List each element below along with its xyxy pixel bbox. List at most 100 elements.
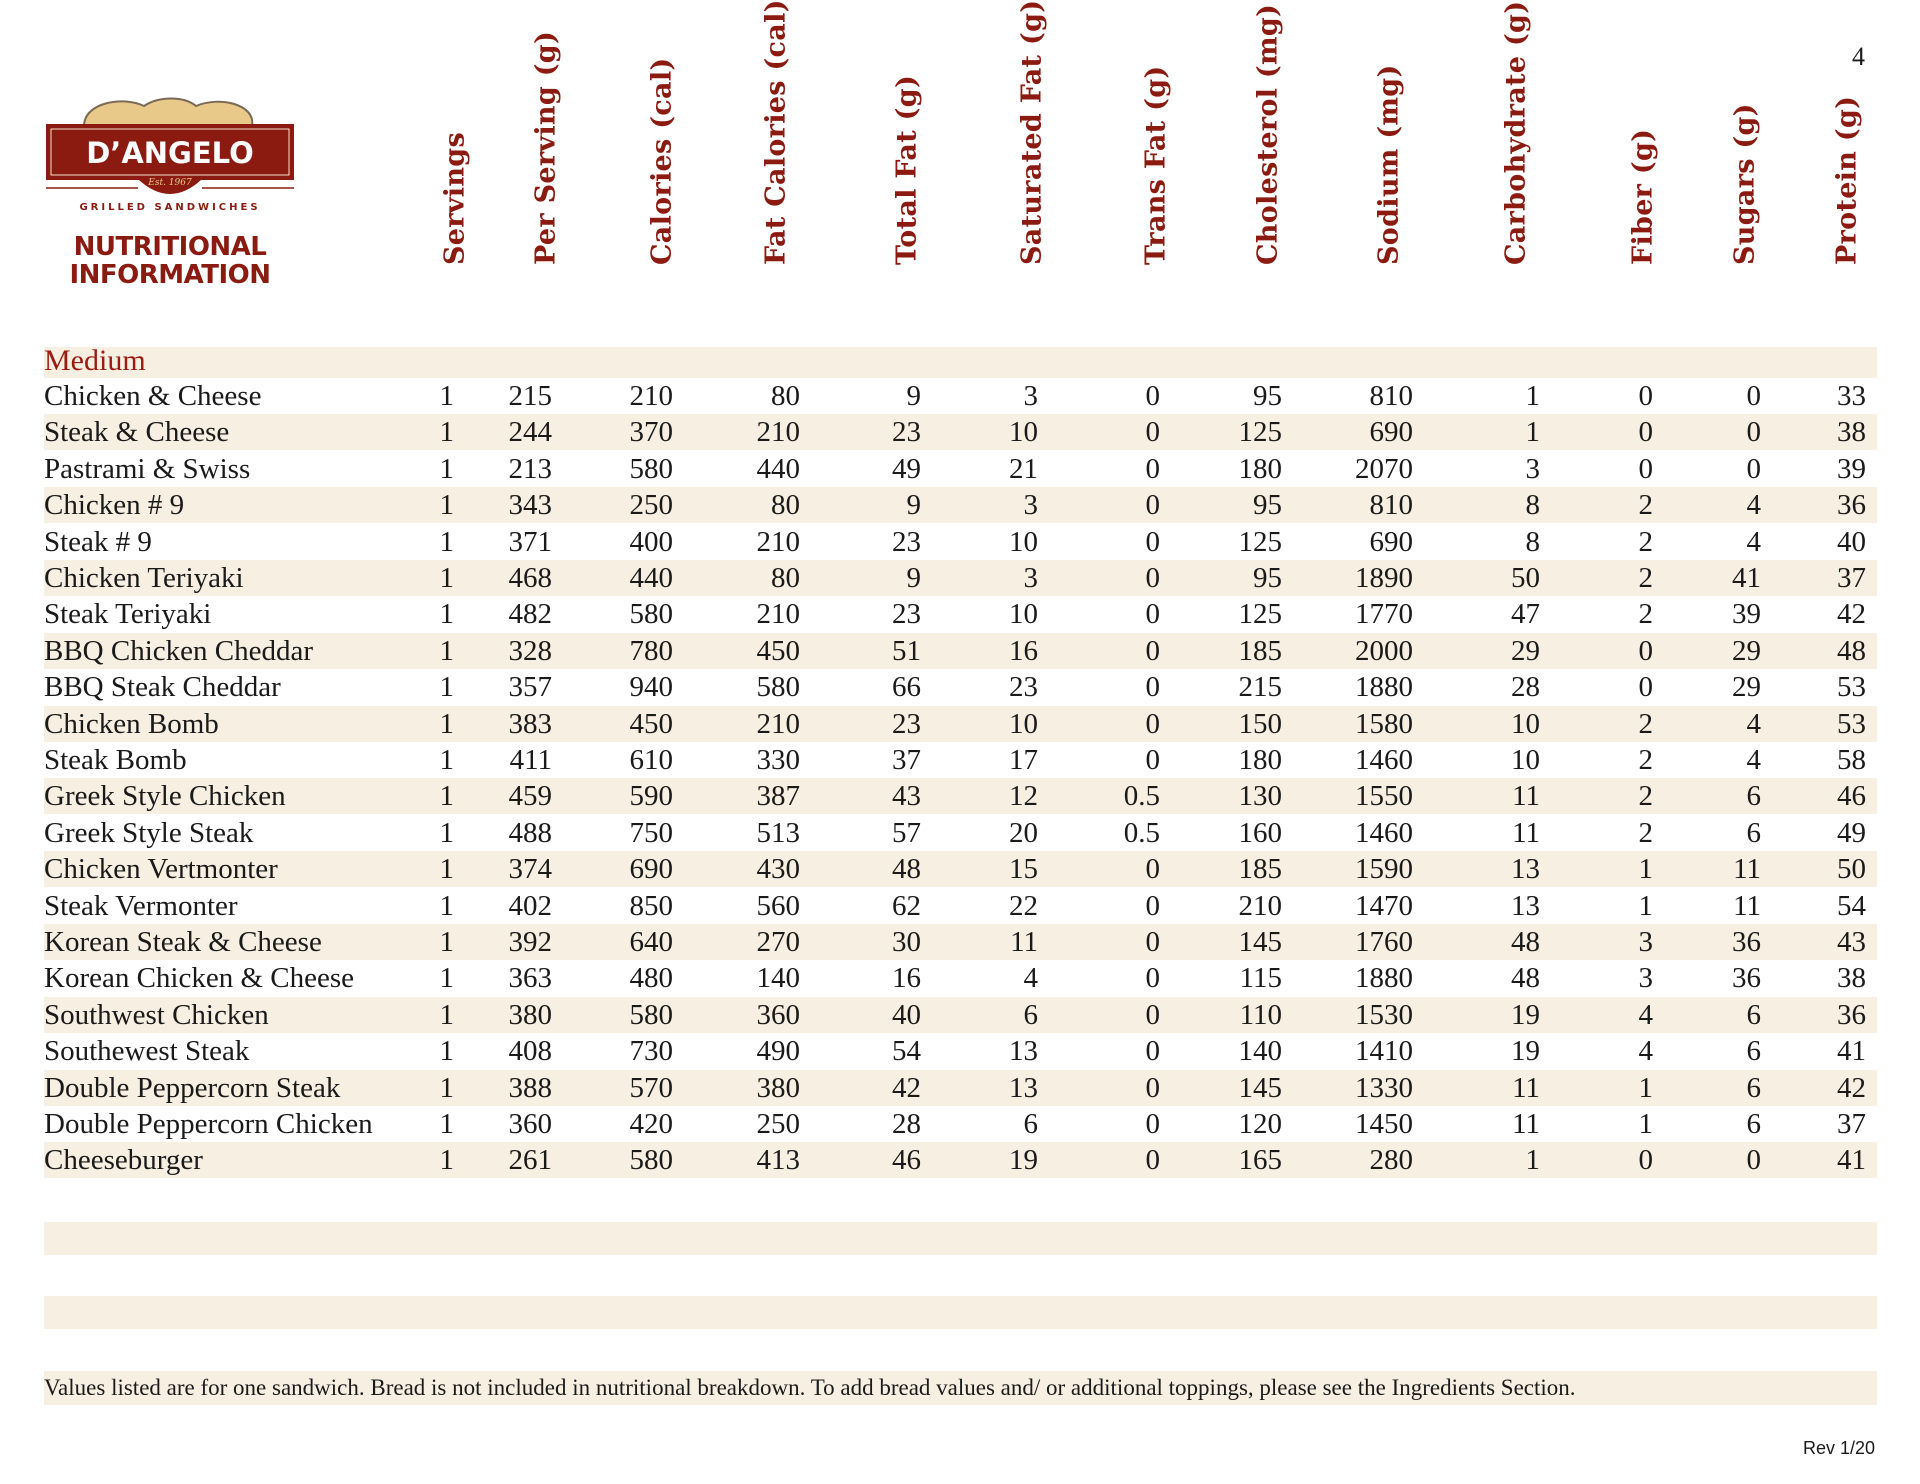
cell-9: 10 <box>1511 707 1540 740</box>
cell-3: 140 <box>756 962 801 995</box>
cell-6: 0 <box>1145 380 1161 412</box>
cell-5: 22 <box>1009 889 1038 922</box>
cell-8: 1460 <box>1355 816 1413 849</box>
cell-8: 1460 <box>1355 744 1413 776</box>
cell-0: 1 <box>439 816 455 849</box>
cell-2: 580 <box>629 598 674 631</box>
cell-6: 0.5 <box>1123 780 1160 813</box>
blank-row <box>44 1296 1877 1329</box>
column-header-label: Calories (cal) <box>646 57 678 265</box>
table-row: Korean Steak & Cheese 1 392 640 270 30 11 0 145 1… <box>44 924 1877 960</box>
cell-9: 47 <box>1511 598 1540 631</box>
cell-9: 10 <box>1511 744 1540 776</box>
cell-6: 0 <box>1145 853 1161 886</box>
cell-8: 1450 <box>1355 1108 1413 1140</box>
cell-3: 450 <box>756 634 801 667</box>
cell-8: 280 <box>1369 1144 1414 1177</box>
table-row: Chicken Vertmonter 1 374 690 430 48 15 0 185 1590… <box>44 851 1877 888</box>
cell-11: 0 <box>1746 1144 1762 1177</box>
table-row: Southewest Steak 1 408 730 490 54 13 0 140 1410 19… <box>44 1033 1877 1069</box>
cell-12: 37 <box>1837 1108 1866 1140</box>
cell-4: 9 <box>906 380 922 412</box>
cell-1: 408 <box>508 1035 553 1068</box>
table-row: Steak Teriyaki 1 482 580 210 23 10 0 125 1770 47 2 3… <box>44 596 1877 632</box>
cell-10: 2 <box>1638 744 1654 776</box>
cell-11: 29 <box>1732 634 1761 667</box>
item-name: Pastrami & Swiss <box>44 452 251 485</box>
cell-12: 38 <box>1837 962 1866 995</box>
cell-4: 42 <box>892 1071 921 1104</box>
cell-7: 95 <box>1253 489 1282 522</box>
cell-9: 48 <box>1511 962 1540 995</box>
cell-10: 2 <box>1638 489 1654 522</box>
cell-1: 380 <box>508 998 553 1031</box>
table-row: Double Peppercorn Steak 1 388 570 380 42 13 0 14… <box>44 1069 1877 1106</box>
cell-3: 250 <box>756 1108 801 1140</box>
item-name: Double Peppercorn Chicken <box>44 1108 373 1140</box>
cell-6: 0 <box>1145 962 1161 995</box>
cell-2: 440 <box>629 562 674 594</box>
cell-10: 4 <box>1638 1035 1654 1068</box>
cell-8: 1880 <box>1355 962 1413 995</box>
column-header-label: Trans Fat (g) <box>1140 65 1172 265</box>
page-number: 4 <box>1852 42 1865 71</box>
cell-10: 1 <box>1638 889 1654 922</box>
blank-row <box>44 1222 1877 1255</box>
cell-3: 270 <box>756 926 801 958</box>
cell-8: 1580 <box>1355 707 1413 740</box>
cell-5: 13 <box>1009 1035 1038 1068</box>
cell-3: 80 <box>771 380 800 412</box>
column-header: Per Serving (g) <box>526 0 566 296</box>
cell-2: 570 <box>629 1071 674 1104</box>
cell-11: 6 <box>1746 1108 1762 1140</box>
cell-3: 513 <box>756 816 801 849</box>
title-information: INFORMATION <box>69 260 271 290</box>
cell-10: 1 <box>1638 1108 1654 1140</box>
cell-7: 145 <box>1238 926 1283 958</box>
cell-2: 940 <box>629 671 674 704</box>
table-row: Southwest Chicken 1 380 580 360 40 6 0 110 1530 19… <box>44 996 1877 1033</box>
cell-5: 3 <box>1023 380 1039 412</box>
cell-2: 480 <box>629 962 674 995</box>
cell-11: 0 <box>1746 452 1762 485</box>
cell-5: 3 <box>1023 489 1039 522</box>
cell-0: 1 <box>439 671 455 704</box>
column-header: Servings <box>435 0 475 296</box>
cell-12: 42 <box>1837 1071 1866 1104</box>
cell-5: 15 <box>1009 853 1038 886</box>
cell-2: 590 <box>629 780 674 813</box>
cell-0: 1 <box>439 489 455 522</box>
cell-11: 4 <box>1746 744 1762 776</box>
cell-10: 0 <box>1638 1144 1654 1177</box>
cell-10: 4 <box>1638 998 1654 1031</box>
cell-12: 33 <box>1837 380 1866 412</box>
cell-12: 36 <box>1837 998 1866 1031</box>
cell-7: 150 <box>1238 707 1283 740</box>
cell-3: 413 <box>756 1144 801 1177</box>
cell-10: 3 <box>1638 962 1654 995</box>
cell-5: 6 <box>1023 998 1039 1031</box>
cell-9: 1 <box>1525 416 1541 449</box>
cell-0: 1 <box>439 744 455 776</box>
cell-1: 392 <box>508 926 553 958</box>
cell-10: 0 <box>1638 380 1654 412</box>
table-row: Chicken Bomb 1 383 450 210 23 10 0 150 1580 10 2 4 53 <box>44 705 1877 742</box>
cell-4: 23 <box>892 707 921 740</box>
item-name: Greek Style Steak <box>44 816 254 849</box>
item-name: Southwest Chicken <box>44 998 269 1031</box>
column-header-label: Carbohydrate (g) <box>1500 0 1532 265</box>
cell-1: 328 <box>508 634 553 667</box>
cell-5: 4 <box>1023 962 1039 995</box>
cell-0: 1 <box>439 962 455 995</box>
cell-9: 11 <box>1512 1108 1540 1140</box>
svg-text:D’ANGELO: D’ANGELO <box>86 136 254 170</box>
cell-4: 49 <box>892 452 921 485</box>
cell-2: 400 <box>629 525 674 558</box>
cell-0: 1 <box>439 998 455 1031</box>
cell-7: 125 <box>1238 416 1283 449</box>
cell-0: 1 <box>439 853 455 886</box>
cell-10: 2 <box>1638 598 1654 631</box>
column-header-label: Per Serving (g) <box>530 30 562 265</box>
cell-11: 6 <box>1746 1035 1762 1068</box>
cell-6: 0 <box>1145 416 1161 449</box>
